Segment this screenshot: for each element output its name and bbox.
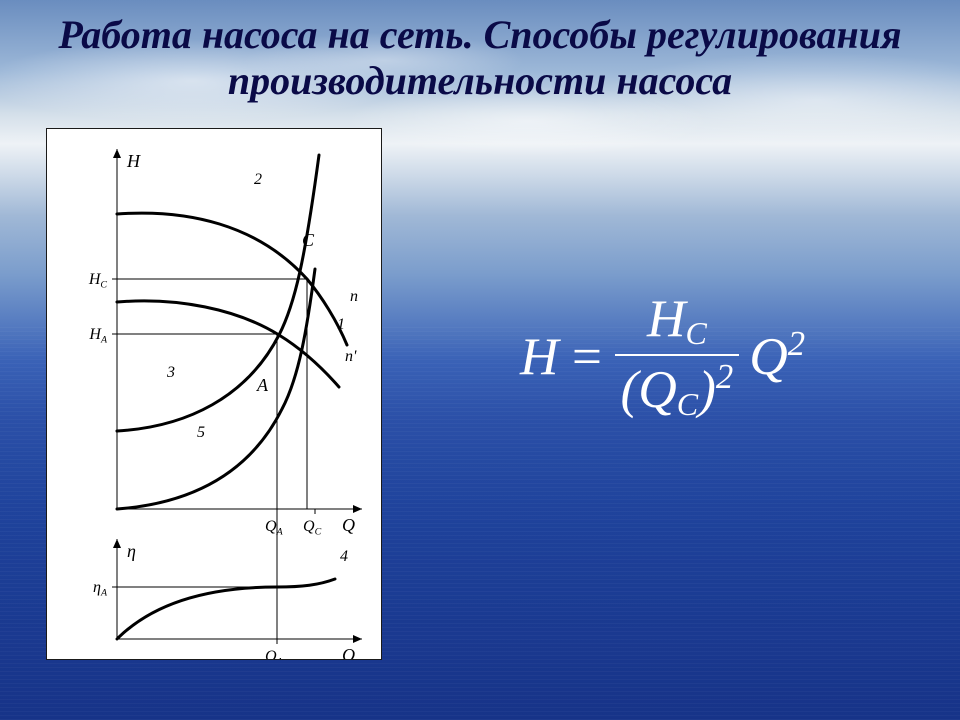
svg-text:5: 5 <box>197 424 205 441</box>
diagram-svg: H Q HC HA QA QC 2 n 3 n'1 5 C Aη QηA QA 4 <box>47 129 381 659</box>
slide-title: Работа насоса на сеть. Способы регулиров… <box>0 12 960 104</box>
svg-text:3: 3 <box>166 364 175 381</box>
svg-text:η: η <box>127 541 136 561</box>
num-base: H <box>647 288 686 348</box>
svg-text:Q: Q <box>342 645 355 659</box>
slide: Работа насоса на сеть. Способы регулиров… <box>0 0 960 720</box>
svg-text:QA: QA <box>265 518 284 538</box>
svg-text:QC: QC <box>303 518 322 538</box>
svg-text:ηA: ηA <box>93 579 108 599</box>
formula-denominator: (QC)2 <box>615 359 740 422</box>
svg-text:H: H <box>126 151 141 171</box>
formula-numerator: HC <box>641 290 713 351</box>
rhs-exp: 2 <box>788 325 805 363</box>
svg-text:n': n' <box>345 348 357 365</box>
svg-text:HC: HC <box>88 271 108 291</box>
svg-text:C: C <box>302 230 315 250</box>
svg-text:4: 4 <box>340 548 348 565</box>
head-equation: H = HC (QC)2 Q2 <box>520 290 805 421</box>
svg-text:Q: Q <box>342 515 355 535</box>
formula-fraction: HC (QC)2 <box>615 290 740 421</box>
rhs-base: Q <box>749 326 788 386</box>
svg-text:2: 2 <box>254 171 262 188</box>
formula-lhs: H <box>520 325 559 387</box>
fraction-bar <box>615 354 740 356</box>
svg-text:1: 1 <box>337 316 345 333</box>
den-base: Q <box>638 359 677 419</box>
svg-text:QA: QA <box>265 648 284 659</box>
svg-text:HA: HA <box>88 326 108 346</box>
formula-equals: = <box>569 325 605 387</box>
pump-characteristic-diagram: H Q HC HA QA QC 2 n 3 n'1 5 C Aη QηA QA 4 <box>46 128 382 660</box>
den-exp: 2 <box>716 358 733 396</box>
formula-rhs: Q2 <box>749 325 805 387</box>
svg-text:A: A <box>256 375 269 395</box>
den-sub: C <box>677 386 698 422</box>
svg-text:n: n <box>350 288 358 305</box>
num-sub: C <box>685 315 706 351</box>
